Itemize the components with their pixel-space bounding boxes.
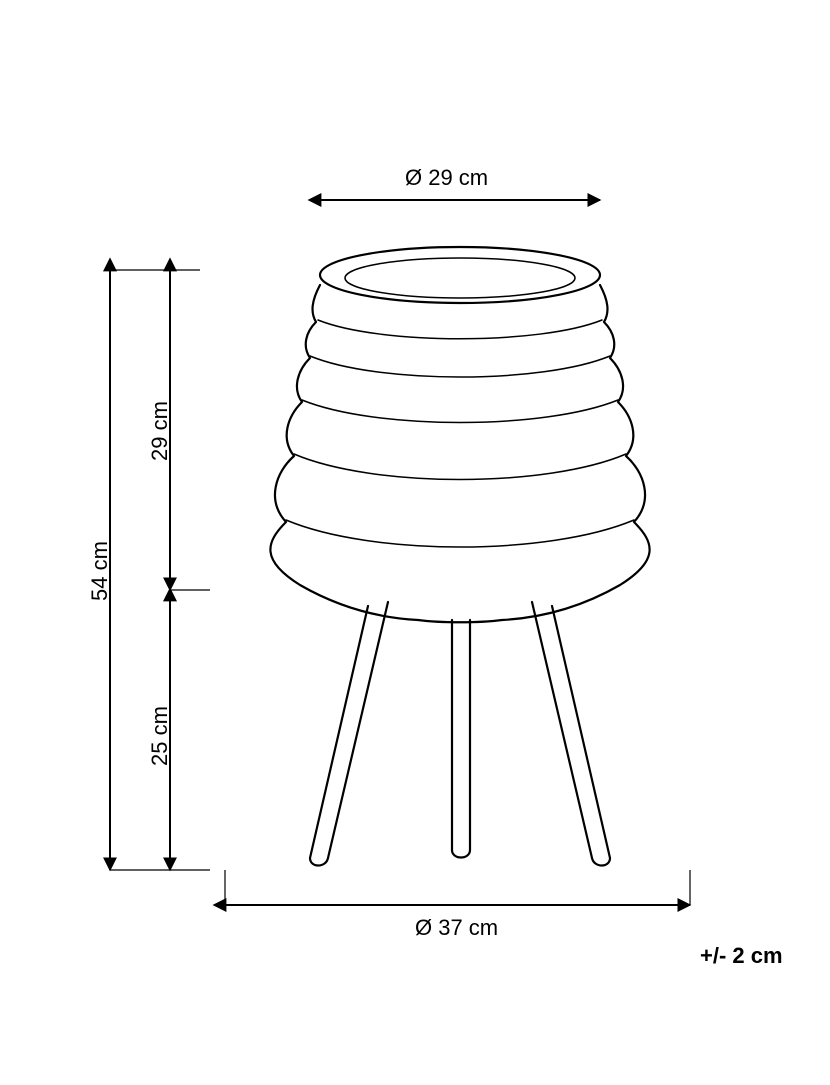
label-bottom-diameter: Ø 37 cm bbox=[415, 915, 498, 941]
label-total-height: 54 cm bbox=[87, 541, 113, 601]
label-leg-height: 25 cm bbox=[147, 706, 173, 766]
label-tolerance: +/- 2 cm bbox=[700, 943, 783, 969]
label-bowl-height: 29 cm bbox=[147, 401, 173, 461]
product-outline bbox=[270, 247, 649, 866]
label-top-diameter: Ø 29 cm bbox=[405, 165, 488, 191]
